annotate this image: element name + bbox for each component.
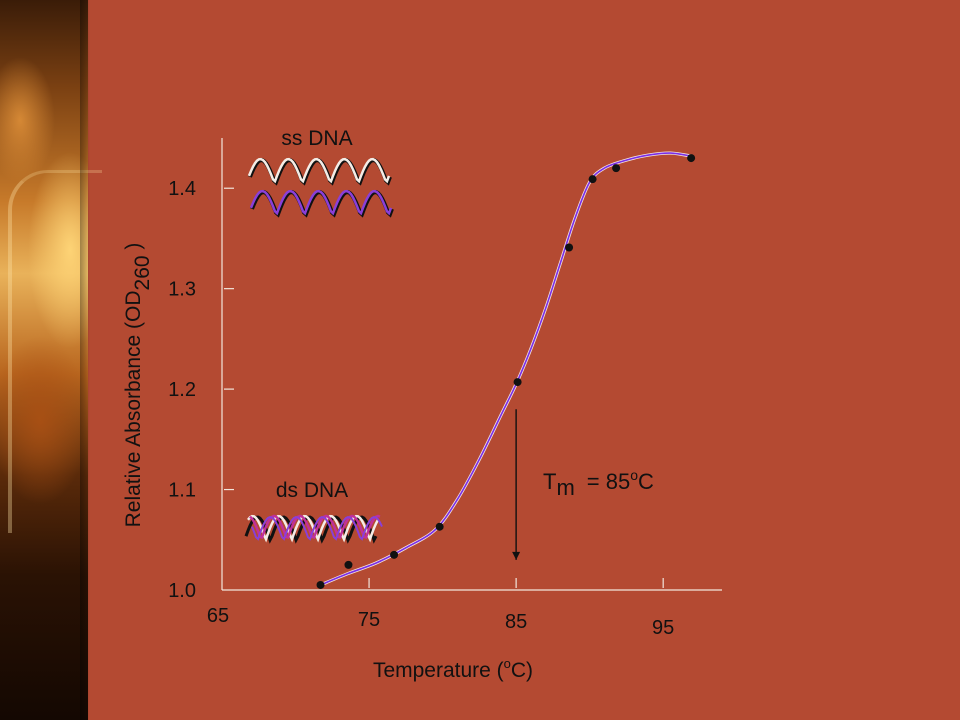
melting-curve-highlight bbox=[319, 151, 692, 587]
tm-arrow-head bbox=[512, 551, 521, 560]
background-photo-glass bbox=[8, 170, 102, 533]
curve-layer bbox=[319, 151, 692, 587]
tm-value: = 85 bbox=[587, 469, 630, 494]
y-axis-label-subscript: 260 bbox=[131, 255, 154, 290]
x-axis-label-suffix: C) bbox=[511, 659, 533, 682]
tm-arrow bbox=[512, 409, 521, 560]
melting-curve-line bbox=[320, 152, 692, 586]
tm-subscript: m bbox=[556, 475, 574, 500]
data-point bbox=[435, 522, 444, 531]
ss-dna-label: ss DNA bbox=[281, 127, 352, 150]
tm-t: T bbox=[543, 469, 556, 494]
background-photo-edge bbox=[80, 0, 90, 720]
x-tick-label: 65 bbox=[207, 605, 229, 627]
data-point bbox=[612, 164, 621, 173]
x-axis-label: Temperature (oC) bbox=[373, 656, 533, 682]
ds-dna-label: ds DNA bbox=[276, 479, 348, 502]
y-axis-label-prefix: Relative Absorbance (OD bbox=[122, 290, 145, 527]
ds-dna-helix-icon bbox=[244, 514, 383, 544]
x-tick-label: 95 bbox=[652, 617, 674, 639]
y-tick-label: 1.3 bbox=[168, 279, 196, 301]
data-point bbox=[513, 378, 522, 387]
ss-strand-purple bbox=[249, 189, 393, 216]
background-photo-strip bbox=[0, 0, 88, 720]
chart-axes bbox=[221, 138, 722, 591]
data-point bbox=[565, 243, 574, 252]
tick-labels: 1.0 1.1 1.2 1.3 1.4 65 75 85 95 bbox=[168, 178, 674, 639]
data-point bbox=[316, 580, 325, 589]
data-point bbox=[344, 560, 353, 569]
x-axis-label-superscript: o bbox=[504, 656, 511, 671]
y-tick-label: 1.4 bbox=[168, 178, 196, 200]
y-tick-label: 1.0 bbox=[168, 580, 196, 602]
tm-annotation: Tm = 85oC bbox=[543, 467, 654, 500]
ss-dna-strands-icon bbox=[247, 157, 394, 218]
y-axis-label: Relative Absorbance (OD260 ) bbox=[122, 243, 154, 528]
ds-strand-purple bbox=[251, 515, 383, 541]
data-point bbox=[687, 154, 696, 163]
data-point bbox=[588, 175, 597, 184]
y-tick-label: 1.1 bbox=[168, 480, 196, 502]
tm-value-unit: C bbox=[638, 469, 654, 494]
data-point bbox=[390, 550, 399, 559]
points-layer bbox=[316, 154, 696, 589]
x-tick-label: 85 bbox=[505, 611, 527, 633]
y-tick-label: 1.2 bbox=[168, 379, 196, 401]
x-axis-label-prefix: Temperature ( bbox=[373, 659, 504, 682]
ds-strand-white bbox=[247, 514, 380, 543]
y-axis-label-suffix: ) bbox=[122, 243, 145, 256]
tm-value-superscript: o bbox=[630, 467, 638, 483]
ss-strand-white bbox=[247, 157, 391, 184]
x-tick-label: 75 bbox=[358, 609, 380, 631]
